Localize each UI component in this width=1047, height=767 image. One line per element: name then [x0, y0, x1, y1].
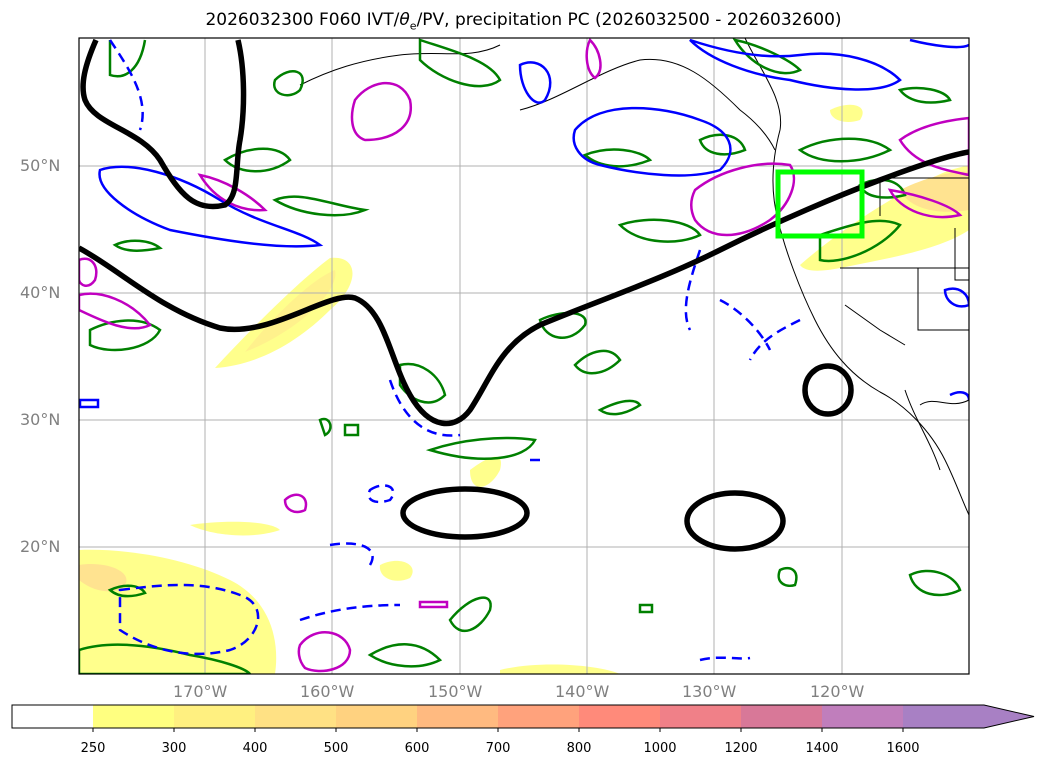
colorbar-bin	[93, 705, 175, 728]
colorbar-bin	[336, 705, 418, 728]
colorbar-bin	[498, 705, 580, 728]
jet-contours	[79, 38, 969, 552]
colorbar-bin	[660, 705, 742, 728]
coastlines	[299, 38, 969, 516]
colorbar-tick-label: 500	[323, 741, 349, 756]
colorbar-bin	[255, 705, 337, 728]
lon-label: 170°W	[173, 682, 228, 701]
colorbar-tick-label: 800	[566, 741, 592, 756]
colorbar-tick-label: 1200	[724, 741, 758, 756]
jet-closed-contour	[684, 490, 786, 552]
lon-label: 120°W	[810, 682, 865, 701]
colorbar	[11, 704, 1035, 732]
colorbar-bin	[174, 705, 256, 728]
jet-closed-contour	[400, 486, 530, 540]
lat-label: 30°N	[20, 410, 61, 429]
colorbar-extend-arrow	[903, 705, 1034, 728]
jet-closed-contour	[802, 363, 854, 417]
title-suffix: /PV, precipitation PC (2026032500 - 2026…	[416, 10, 842, 30]
pv-positive-contours	[79, 38, 969, 673]
lon-label: 150°W	[428, 682, 483, 701]
colorbar-bin	[417, 705, 499, 728]
title-theta: θ	[399, 10, 410, 30]
colorbar-bin	[822, 705, 904, 728]
lon-label: 140°W	[555, 682, 610, 701]
lat-label: 50°N	[20, 156, 61, 175]
colorbar-tick-label: 1400	[805, 741, 839, 756]
colorbar-bin	[579, 705, 661, 728]
colorbar-tick-label: 300	[161, 741, 187, 756]
colorbar-tick-label: 600	[404, 741, 430, 756]
colorbar-tick-label: 250	[80, 741, 106, 756]
jet-trough-line	[80, 38, 247, 210]
map-frame	[78, 37, 970, 675]
lat-label: 20°N	[20, 537, 61, 556]
colorbar-tick-label: 1600	[886, 741, 920, 756]
lon-label: 130°W	[682, 682, 737, 701]
highlight-box	[775, 169, 865, 239]
colorbar-bin	[12, 705, 94, 728]
pv-contours	[79, 38, 969, 662]
lon-label: 160°W	[300, 682, 355, 701]
title-prefix: 2026032300 F060 IVT/	[205, 10, 400, 30]
colorbar-tick-label: 700	[485, 741, 511, 756]
map-title: 2026032300 F060 IVT/θe/PV, precipitation…	[0, 10, 1047, 32]
jet-main-line	[79, 149, 969, 427]
colorbar-tick-label: 400	[242, 741, 268, 756]
colorbar-outline	[11, 704, 1035, 729]
title-theta-sub: e	[409, 19, 417, 33]
lat-label: 40°N	[20, 283, 61, 302]
theta-e-contours	[79, 38, 962, 674]
colorbar-bin	[741, 705, 823, 728]
colorbar-tick-label: 1000	[643, 741, 677, 756]
